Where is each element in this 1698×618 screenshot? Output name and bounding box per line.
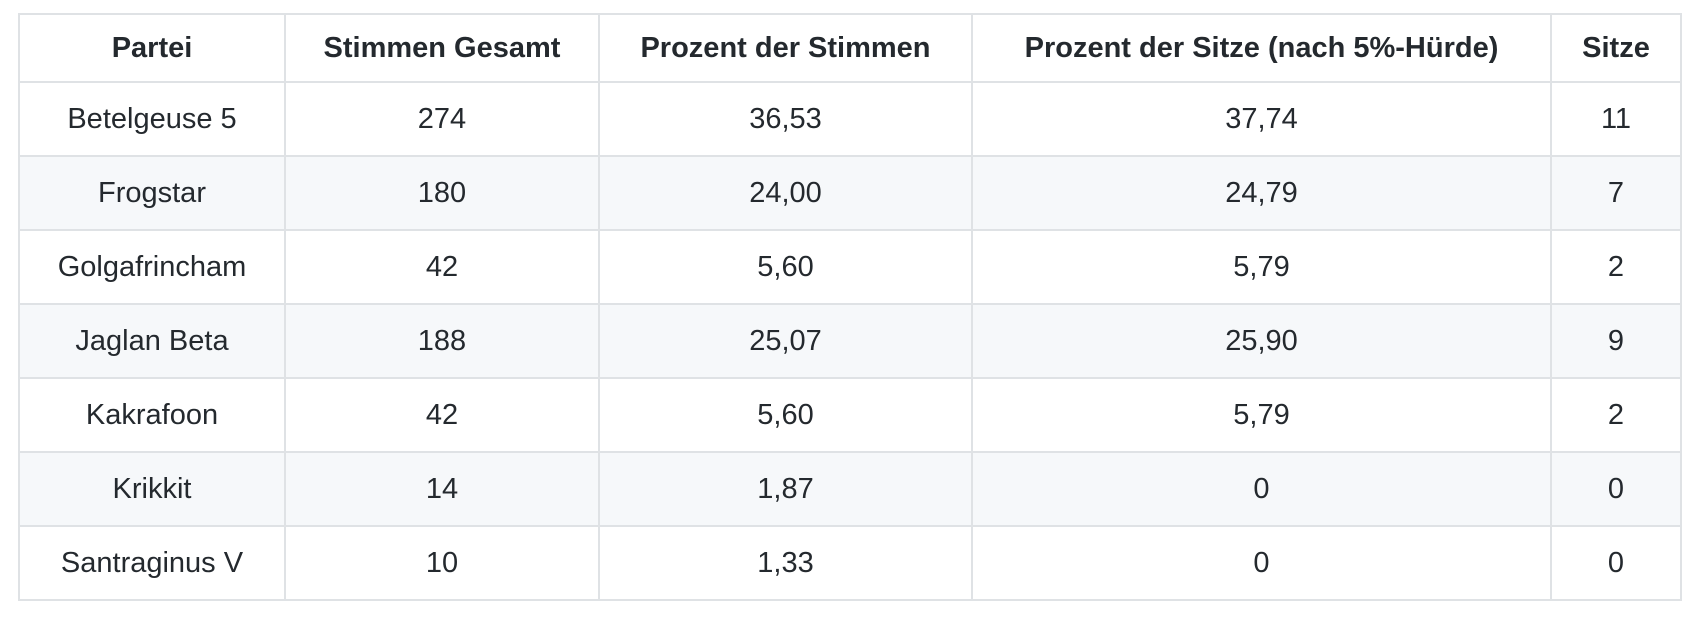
party-name-cell: Golgafrincham — [18, 229, 286, 305]
prozent_der_sitze-cell: 0 — [971, 525, 1552, 601]
table-row: Kakrafoon 42 5,60 5,79 2 — [18, 377, 1682, 453]
stimmen_gesamt-cell: 42 — [284, 377, 600, 453]
sitze-cell: 2 — [1550, 229, 1682, 305]
stimmen_gesamt-cell: 42 — [284, 229, 600, 305]
party-name-cell: Krikkit — [18, 451, 286, 527]
prozent_der_stimmen-cell: 25,07 — [598, 303, 973, 379]
prozent_der_sitze-cell: 24,79 — [971, 155, 1552, 231]
sitze-cell: 11 — [1550, 81, 1682, 157]
sitze-cell: 0 — [1550, 525, 1682, 601]
column-header-prozent_der_sitze: Prozent der Sitze (nach 5%-Hürde) — [971, 13, 1552, 83]
prozent_der_stimmen-cell: 5,60 — [598, 377, 973, 453]
table-row: Jaglan Beta 188 25,07 25,90 9 — [18, 303, 1682, 379]
prozent_der_sitze-cell: 25,90 — [971, 303, 1552, 379]
header-row: Partei Stimmen Gesamt Prozent der Stimmen P… — [18, 13, 1682, 83]
prozent_der_sitze-cell: 37,74 — [971, 81, 1552, 157]
sitze-cell: 7 — [1550, 155, 1682, 231]
party-name-cell: Frogstar — [18, 155, 286, 231]
table-row: Golgafrincham 42 5,60 5,79 2 — [18, 229, 1682, 305]
column-header-stimmen_gesamt: Stimmen Gesamt — [284, 13, 600, 83]
column-header-partei: Partei — [18, 13, 286, 83]
party-name-cell: Kakrafoon — [18, 377, 286, 453]
party-name-cell: Jaglan Beta — [18, 303, 286, 379]
sitze-cell: 2 — [1550, 377, 1682, 453]
stimmen_gesamt-cell: 10 — [284, 525, 600, 601]
sitze-cell: 0 — [1550, 451, 1682, 527]
prozent_der_stimmen-cell: 1,87 — [598, 451, 973, 527]
prozent_der_sitze-cell: 0 — [971, 451, 1552, 527]
stimmen_gesamt-cell: 14 — [284, 451, 600, 527]
election-results-table: Partei Stimmen Gesamt Prozent der Stimmen P… — [18, 13, 1682, 601]
column-header-prozent_der_stimmen: Prozent der Stimmen — [598, 13, 973, 83]
stimmen_gesamt-cell: 274 — [284, 81, 600, 157]
prozent_der_stimmen-cell: 36,53 — [598, 81, 973, 157]
prozent_der_sitze-cell: 5,79 — [971, 229, 1552, 305]
party-name-cell: Betelgeuse 5 — [18, 81, 286, 157]
prozent_der_stimmen-cell: 24,00 — [598, 155, 973, 231]
sitze-cell: 9 — [1550, 303, 1682, 379]
table-row: Frogstar 180 24,00 24,79 7 — [18, 155, 1682, 231]
stimmen_gesamt-cell: 180 — [284, 155, 600, 231]
stimmen_gesamt-cell: 188 — [284, 303, 600, 379]
prozent_der_stimmen-cell: 5,60 — [598, 229, 973, 305]
prozent_der_sitze-cell: 5,79 — [971, 377, 1552, 453]
column-header-sitze: Sitze — [1550, 13, 1682, 83]
table-body: Betelgeuse 5 274 36,53 37,74 11 Frogstar 180 24… — [18, 81, 1682, 601]
table-row: Santraginus V 10 1,33 0 0 — [18, 525, 1682, 601]
party-name-cell: Santraginus V — [18, 525, 286, 601]
table-header: Partei Stimmen Gesamt Prozent der Stimmen P… — [18, 13, 1682, 83]
table-row: Krikkit 14 1,87 0 0 — [18, 451, 1682, 527]
prozent_der_stimmen-cell: 1,33 — [598, 525, 973, 601]
table-row: Betelgeuse 5 274 36,53 37,74 11 — [18, 81, 1682, 157]
